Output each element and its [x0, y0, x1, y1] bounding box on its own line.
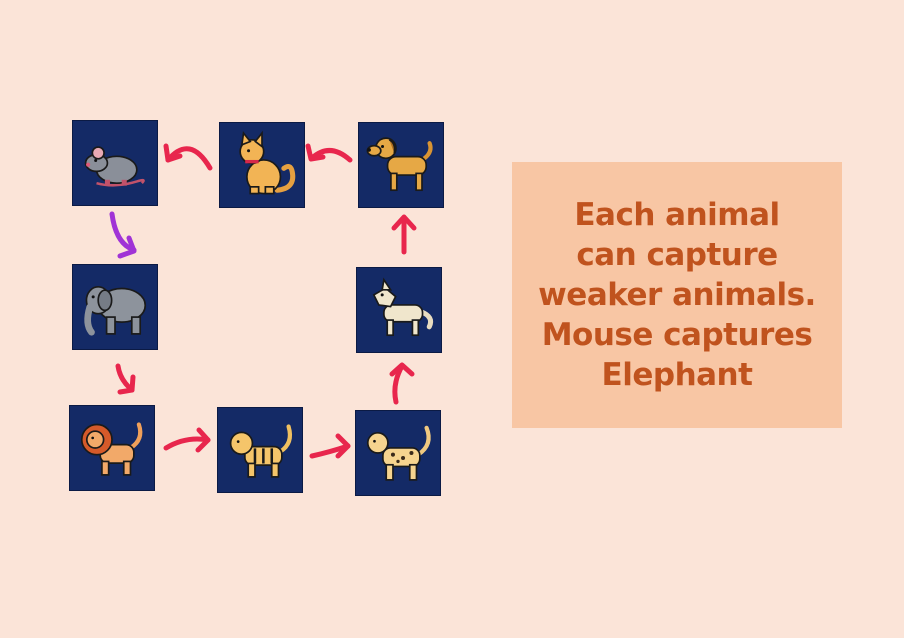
- lion-tile: [69, 405, 155, 491]
- lion-icon: [80, 422, 143, 476]
- elephant-tile: [72, 264, 158, 350]
- arrow-dog-to-cat: [305, 143, 353, 163]
- dog-icon: [366, 137, 433, 192]
- elephant-icon: [84, 286, 147, 336]
- arrow-cat-to-mouse: [163, 143, 213, 171]
- dog-tile: [358, 122, 444, 208]
- arrow-tiger-to-leopard: [309, 433, 351, 459]
- arrow-elephant-to-lion: [115, 363, 136, 395]
- rule-line-5: Elephant: [601, 357, 753, 393]
- rule-line-1: Each animal: [574, 197, 780, 233]
- arrow-wolf-to-dog: [391, 214, 417, 255]
- mouse-tile: [72, 120, 158, 206]
- tiger-tile: [217, 407, 303, 493]
- mouse-icon: [84, 146, 145, 187]
- rule-line-4: Mouse captures: [541, 317, 813, 353]
- cat-icon: [239, 130, 296, 195]
- tiger-icon: [229, 424, 293, 478]
- arrow-lion-to-tiger: [163, 427, 211, 453]
- rule-line-2: can capture: [576, 237, 778, 273]
- rule-line-3: weaker animals.: [538, 277, 816, 313]
- rule-text-box: Each animal can capture weaker animals. …: [512, 162, 842, 428]
- arrow-mouse-to-elephant: [109, 211, 137, 259]
- wolf-icon: [372, 277, 434, 337]
- leopard-tile: [355, 410, 441, 496]
- arrow-leopard-to-wolf: [389, 362, 415, 405]
- leopard-icon: [366, 425, 431, 481]
- wolf-tile: [356, 267, 442, 353]
- cat-tile: [219, 122, 305, 208]
